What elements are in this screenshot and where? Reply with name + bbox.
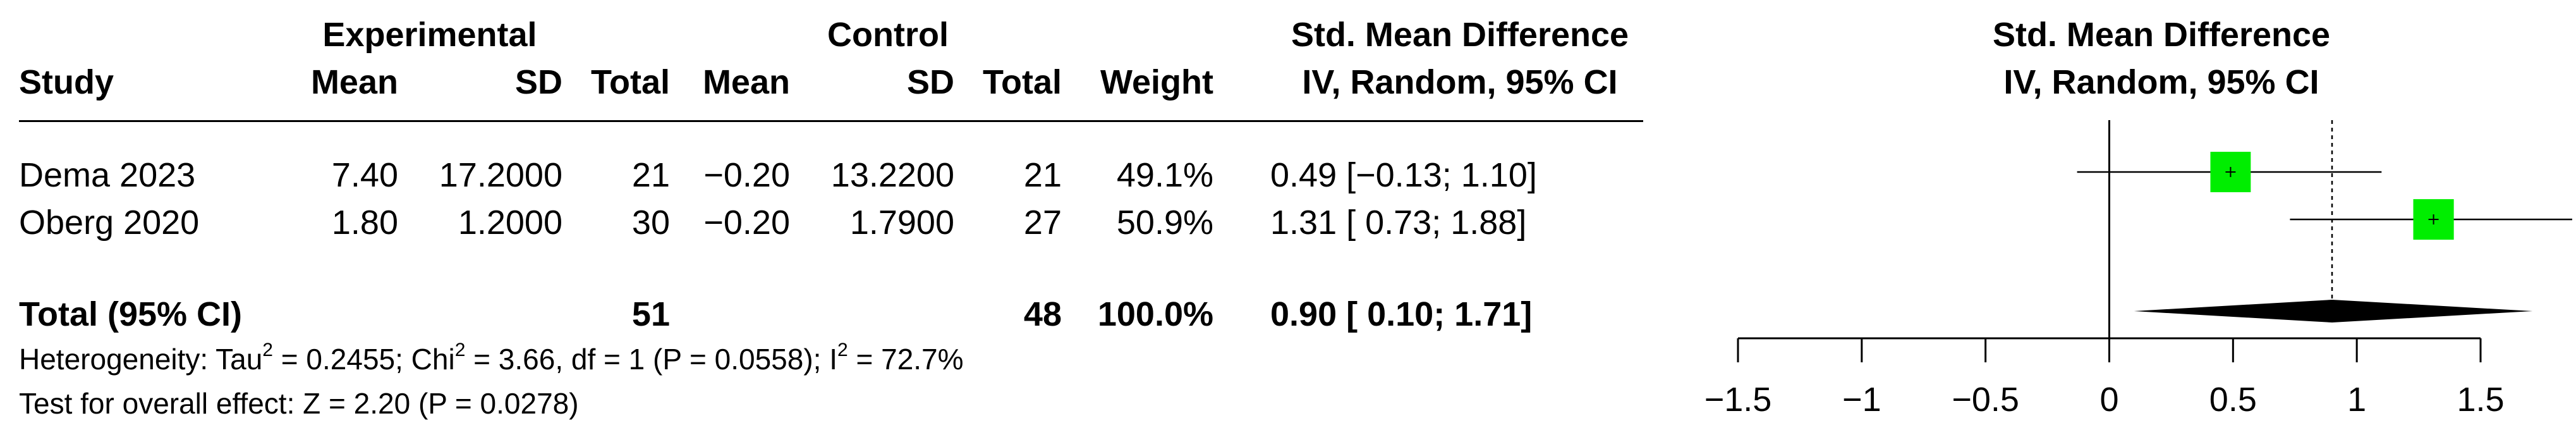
total1-column-header: Total (591, 63, 670, 101)
plot-header-bottom: IV, Random, 95% CI (2003, 63, 2319, 101)
x-tick-label: 1.5 (2457, 381, 2504, 419)
heterogeneity-stats: Heterogeneity: Tau2 = 0.2455; Chi2 = 3.6… (19, 340, 964, 376)
sd1-value: 1.2000 (458, 204, 562, 242)
x-tick-label: −1 (1842, 381, 1881, 419)
x-tick-label: 0.5 (2209, 381, 2257, 419)
total2-value: 21 (1023, 156, 1062, 194)
mean2-value: −0.20 (703, 204, 790, 242)
total-weight: 100.0% (1097, 295, 1213, 333)
total-label: Total (95% CI) (19, 295, 243, 333)
mean1-column-header: Mean (310, 63, 398, 101)
x-tick-label: −0.5 (1952, 381, 2019, 419)
sd2-value: 13.2200 (830, 156, 954, 194)
total2-sum: 48 (1023, 295, 1062, 333)
weight-value: 50.9% (1116, 204, 1213, 242)
sd1-column-header: SD (514, 63, 562, 101)
control-header: Control (827, 16, 949, 54)
total1-sum: 51 (631, 295, 670, 333)
total2-column-header: Total (983, 63, 1062, 101)
sd1-value: 17.2000 (439, 156, 562, 194)
mean2-value: −0.20 (703, 156, 790, 194)
total1-value: 21 (631, 156, 670, 194)
study-name: Oberg 2020 (19, 204, 200, 242)
mean1-value: 1.80 (331, 204, 398, 242)
effect-header-bottom: IV, Random, 95% CI (1302, 63, 1618, 101)
header-divider (19, 120, 1643, 122)
x-tick-label: −1.5 (1704, 381, 1772, 419)
mean1-value: 7.40 (331, 156, 398, 194)
weight-value: 49.1% (1116, 156, 1213, 194)
x-tick-label: 0 (2099, 381, 2118, 419)
sd2-value: 1.7900 (849, 204, 954, 242)
experimental-header: Experimental (322, 16, 537, 54)
plot-header-top: Std. Mean Difference (1992, 16, 2331, 54)
pooled-ci-value: 0.90 [ 0.10; 1.71] (1270, 295, 1533, 333)
total2-value: 27 (1023, 204, 1062, 242)
sd2-column-header: SD (906, 63, 954, 101)
study-column-header: Study (19, 63, 114, 101)
effect-header-top: Std. Mean Difference (1291, 16, 1629, 54)
x-tick-label: 1 (2347, 381, 2366, 419)
pooled-diamond (2134, 300, 2533, 322)
effect-ci-value: 1.31 [ 0.73; 1.88] (1270, 204, 1527, 242)
overall-effect-test: Test for overall effect: Z = 2.20 (P = 0… (19, 387, 579, 420)
study-name: Dema 2023 (19, 156, 196, 194)
weight-column-header: Weight (1100, 63, 1213, 101)
mean2-column-header: Mean (702, 63, 790, 101)
effect-ci-value: 0.49 [−0.13; 1.10] (1270, 156, 1537, 194)
total1-value: 30 (631, 204, 670, 242)
